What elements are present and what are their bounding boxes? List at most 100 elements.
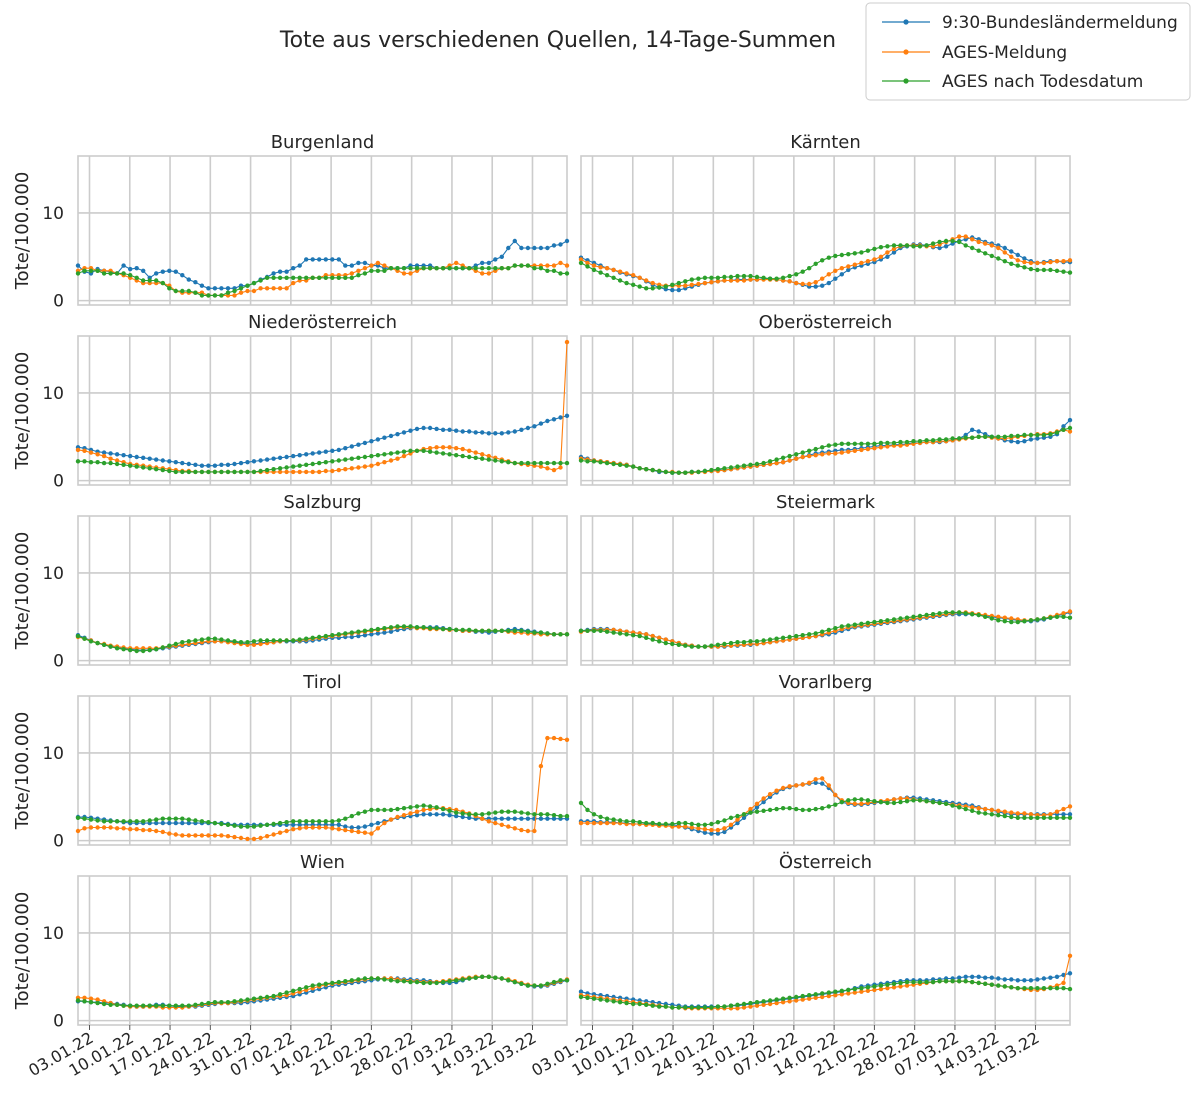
data-point: [663, 821, 668, 827]
data-point: [447, 626, 452, 632]
data-point: [833, 268, 838, 273]
data-point: [297, 469, 302, 475]
data-point: [983, 434, 988, 439]
data-point: [689, 277, 694, 282]
data-point: [440, 266, 446, 271]
data-point: [291, 266, 296, 271]
data-point: [291, 464, 296, 469]
data-point: [114, 461, 120, 467]
data-point: [493, 257, 498, 262]
data-point: [578, 260, 584, 266]
data-point: [82, 816, 87, 821]
data-point: [564, 238, 570, 244]
data-point: [356, 268, 361, 273]
data-point: [408, 448, 413, 453]
data-point: [323, 257, 328, 262]
y-tick-label: 0: [53, 472, 64, 492]
data-point: [362, 464, 368, 469]
plot-frame: [580, 695, 1071, 846]
data-point: [650, 286, 655, 291]
data-point: [421, 807, 426, 813]
data-point: [813, 780, 818, 785]
data-point: [689, 469, 694, 475]
data-point: [291, 988, 296, 993]
data-point: [1009, 439, 1014, 444]
data-point: [336, 458, 341, 463]
data-point: [644, 1002, 649, 1007]
data-point: [395, 266, 400, 271]
data-point: [304, 469, 309, 475]
data-point: [578, 458, 584, 463]
data-point: [611, 461, 616, 467]
data-point: [722, 1004, 727, 1009]
data-point: [212, 463, 218, 468]
data-point: [996, 434, 1001, 439]
data-point: [447, 266, 452, 271]
data-point: [1009, 810, 1014, 815]
data-point: [206, 1000, 211, 1006]
subplot: Salzburg 0 10 Tote/100.000: [12, 492, 570, 672]
data-point: [551, 816, 557, 821]
data-point: [186, 817, 191, 822]
data-point: [454, 428, 459, 433]
data-point: [519, 827, 524, 833]
data-point: [885, 800, 890, 806]
data-point: [271, 832, 276, 837]
data-point: [852, 448, 857, 453]
data-point: [657, 468, 662, 474]
legend-label: 9:30-Bundesländermeldung: [942, 13, 1178, 33]
data-point: [787, 458, 792, 463]
data-point: [728, 1003, 734, 1008]
data-point: [865, 620, 871, 626]
data-point: [304, 985, 309, 990]
data-point: [382, 977, 387, 982]
data-point: [852, 441, 857, 446]
data-point: [251, 824, 257, 829]
data-point: [1022, 259, 1027, 265]
data-point: [930, 438, 936, 443]
data-point: [585, 807, 590, 813]
data-point: [499, 459, 504, 464]
plot-frame: [77, 335, 568, 486]
data-point: [141, 827, 146, 833]
data-point: [891, 243, 897, 248]
data-point: [258, 638, 263, 643]
data-point: [88, 825, 94, 830]
data-point: [310, 461, 315, 467]
data-point: [245, 288, 250, 294]
data-point: [957, 979, 962, 984]
data-point: [689, 644, 694, 649]
plot-frame: [580, 335, 1071, 486]
data-point: [304, 819, 309, 824]
subplot: Österreich03.01.2210.01.2217.01.2224.01.…: [528, 851, 1073, 1080]
data-point: [304, 825, 309, 830]
data-point: [859, 621, 864, 626]
data-point: [1035, 815, 1040, 820]
data-point: [1041, 267, 1047, 273]
data-point: [937, 239, 942, 245]
data-point: [75, 271, 81, 276]
data-point: [996, 245, 1001, 251]
data-point: [1028, 815, 1034, 820]
plot-frame: [77, 515, 568, 666]
data-point: [872, 446, 877, 451]
data-point: [382, 626, 387, 631]
data-point: [761, 275, 766, 280]
data-point: [369, 439, 374, 444]
data-point: [885, 618, 890, 623]
data-point: [976, 239, 981, 245]
data-point: [1022, 815, 1027, 820]
data-point: [1048, 986, 1053, 991]
data-point: [859, 441, 864, 446]
data-point: [813, 992, 818, 997]
subplot-grid: Burgenland 0 10 Tote/100.000 Kärnten Niederös…: [12, 132, 1073, 1080]
data-point: [833, 442, 838, 447]
data-point: [715, 279, 721, 284]
data-point: [617, 1000, 623, 1005]
data-point: [839, 624, 844, 629]
data-point: [251, 639, 257, 644]
data-point: [414, 448, 420, 453]
data-point: [826, 443, 831, 448]
data-point: [88, 450, 94, 455]
series-line: [77, 240, 568, 289]
